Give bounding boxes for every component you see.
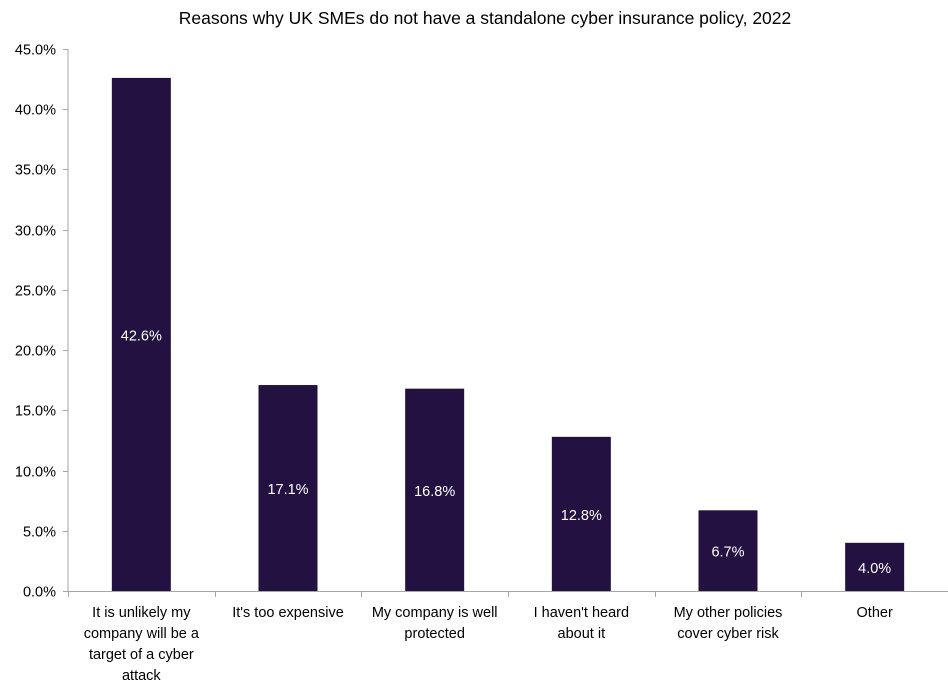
y-tick-label: 0.0%: [23, 585, 56, 601]
bar: [698, 510, 758, 591]
bar: [111, 77, 171, 591]
y-tick-label: 20.0%: [15, 344, 56, 360]
data-labels: 42.6% 17.1% 16.8% 12.8% 6.7% 4.0%: [121, 328, 892, 576]
chart-title: Reasons why UK SMEs do not have a standa…: [179, 8, 792, 28]
data-label: 12.8%: [561, 508, 602, 524]
x-tick-label: My other policies cover cyber risk: [674, 605, 783, 642]
y-tick-label: 10.0%: [15, 465, 56, 481]
y-tick-label: 15.0%: [15, 404, 56, 420]
data-label: 17.1%: [267, 482, 308, 498]
y-axis: 0.0% 5.0% 10.0% 15.0% 20.0% 25.0% 30.0% 35.0% 40…: [15, 43, 69, 601]
data-label: 4.0%: [858, 561, 891, 577]
data-label: 42.6%: [121, 328, 162, 344]
bar: [551, 436, 611, 591]
data-label: 16.8%: [414, 484, 455, 500]
x-tick-label: It is unlikely my company will be a target…: [84, 605, 200, 684]
bar: [405, 388, 465, 591]
y-tick-label: 45.0%: [15, 43, 56, 59]
x-tick-label: Other: [857, 605, 893, 621]
bar: [845, 542, 905, 591]
y-tick-label: 25.0%: [15, 284, 56, 300]
x-axis: It is unlikely my company will be a target…: [68, 591, 948, 684]
y-tick-label: 40.0%: [15, 103, 56, 119]
bar: [258, 385, 318, 591]
y-tick-label: 5.0%: [23, 525, 56, 541]
x-tick-label: My company is well protected: [372, 605, 498, 642]
y-tick-label: 30.0%: [15, 224, 56, 240]
bars: [111, 77, 905, 591]
y-tick-label: 35.0%: [15, 163, 56, 179]
data-label: 6.7%: [711, 545, 744, 561]
x-tick-label: I haven't heard about it: [534, 605, 629, 642]
x-tick-label: It's too expensive: [232, 605, 344, 621]
